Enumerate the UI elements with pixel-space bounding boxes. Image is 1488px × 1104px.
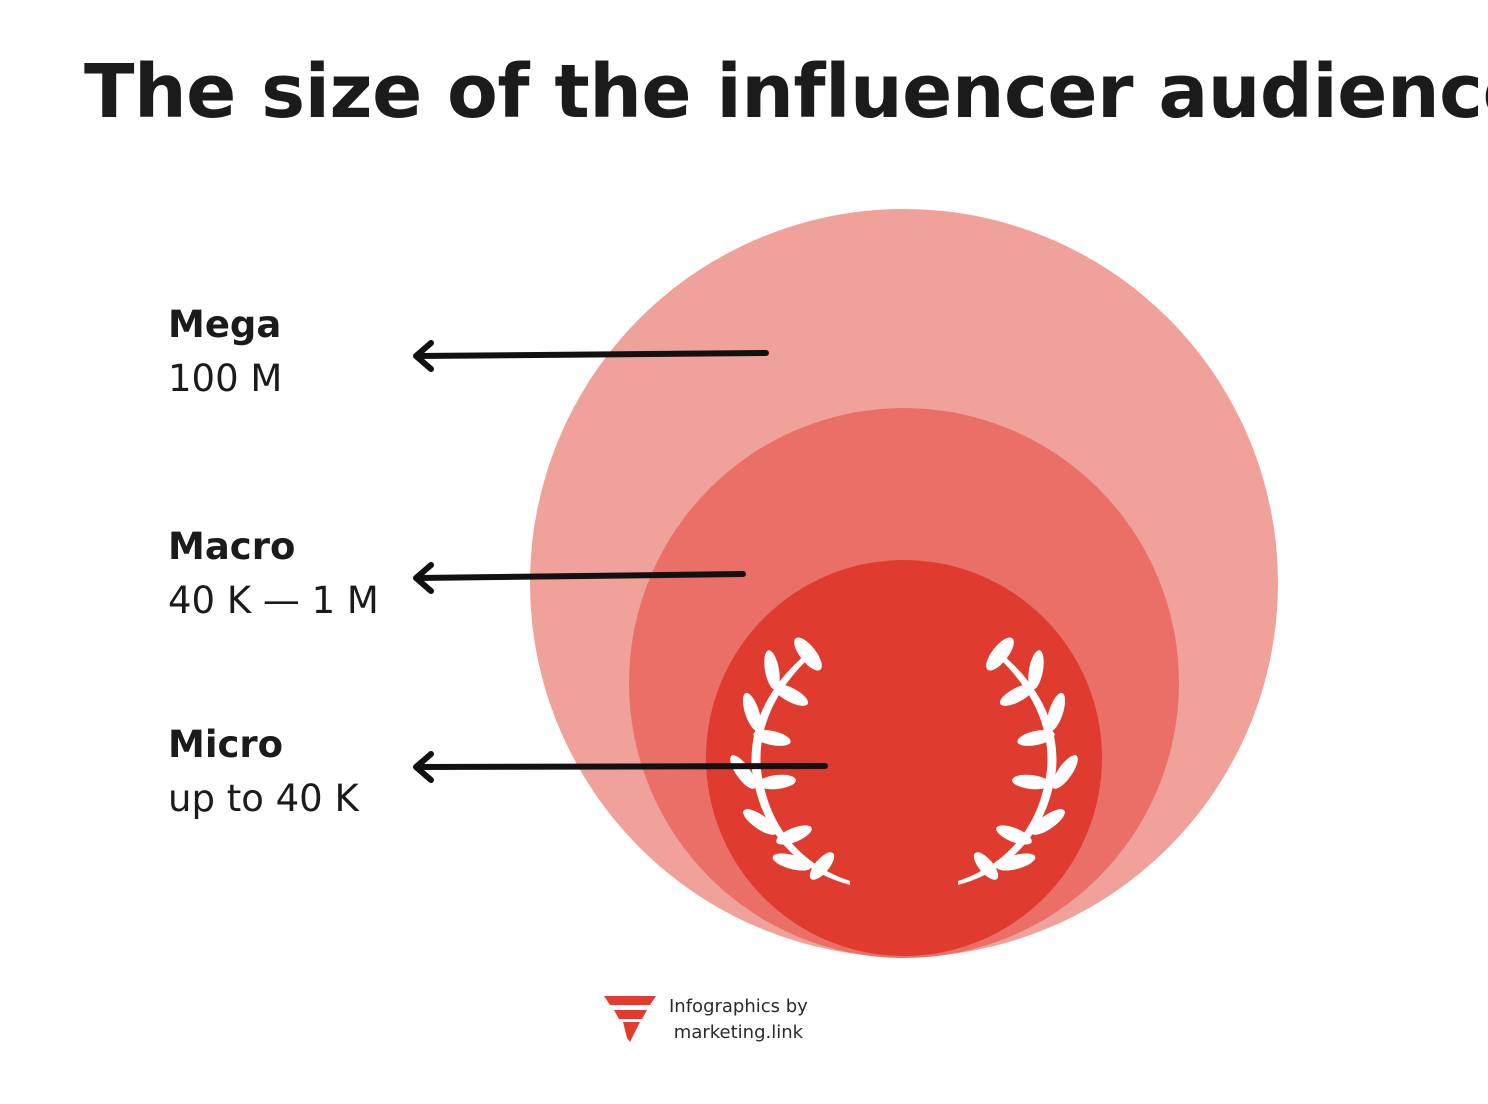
micro-label: Micro up to 40 K bbox=[168, 718, 359, 826]
footer-line-2: marketing.link bbox=[673, 1022, 804, 1043]
laurel-right-branch bbox=[958, 637, 1078, 885]
footer-line-1: Infographics by bbox=[669, 996, 808, 1017]
mega-name: Mega bbox=[168, 303, 282, 346]
laurel-left-branch bbox=[730, 637, 850, 885]
macro-label: Macro 40 K — 1 M bbox=[168, 520, 379, 628]
macro-name: Macro bbox=[168, 525, 296, 568]
laurel-wreath-icon bbox=[730, 637, 1078, 885]
micro-circle bbox=[706, 560, 1102, 956]
footer-credit: Infographics by marketing.link bbox=[603, 994, 808, 1046]
footer-text: Infographics by marketing.link bbox=[669, 994, 808, 1046]
macro-arrow bbox=[413, 562, 746, 594]
page-title: The size of the influencer audience bbox=[84, 49, 1488, 135]
micro-arrow bbox=[413, 751, 828, 783]
mega-arrow bbox=[413, 340, 769, 372]
micro-range: up to 40 K bbox=[168, 777, 359, 820]
micro-name: Micro bbox=[168, 723, 284, 766]
macro-range: 40 K — 1 M bbox=[168, 579, 379, 622]
mega-label: Mega 100 M bbox=[168, 298, 282, 406]
mega-range: 100 M bbox=[168, 357, 283, 400]
marketing-link-logo-icon bbox=[604, 996, 656, 1042]
